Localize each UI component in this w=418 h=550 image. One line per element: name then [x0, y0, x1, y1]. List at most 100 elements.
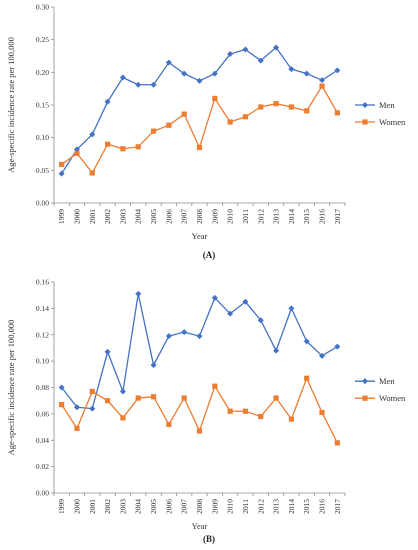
- legend-label-men: Men: [379, 100, 395, 110]
- data-point-women: [304, 108, 310, 114]
- x-tick-label: 2004: [134, 209, 143, 224]
- legend-marker: [362, 102, 368, 108]
- x-tick-label: 2015: [302, 209, 311, 224]
- y-tick-label: 0.25: [36, 35, 49, 44]
- data-point-men: [196, 77, 203, 84]
- data-point-women: [150, 128, 157, 134]
- data-point-men: [257, 317, 264, 324]
- data-point-men: [150, 81, 157, 88]
- y-tick-label: 0.20: [36, 68, 49, 77]
- chart-b: 0.00 0.02 0.04 0.06 0.08 0.10 0.12 0.14 0.16 1999…: [6, 278, 406, 532]
- x-tick-label: 2003: [118, 209, 127, 224]
- x-tick-label: 2009: [210, 499, 219, 514]
- x-tick-label: 2006: [164, 499, 173, 514]
- data-point-men: [181, 329, 188, 336]
- x-tick-label: 2009: [210, 209, 219, 224]
- x-tick-label: 2008: [195, 209, 204, 224]
- x-tick-label: 2005: [149, 209, 158, 224]
- data-point-women: [181, 111, 187, 117]
- data-point-men: [288, 305, 295, 312]
- x-tick-label: 2013: [272, 499, 281, 514]
- x-tick-label: 2010: [226, 499, 235, 514]
- y-tick-label: 0.30: [36, 3, 49, 12]
- data-point-women: [135, 144, 141, 150]
- data-point-women: [105, 398, 111, 404]
- data-point-men: [273, 347, 280, 354]
- y-tick-label: 0.00: [36, 489, 49, 498]
- x-tick-label: 2000: [72, 499, 81, 514]
- x-tick-label: 2014: [287, 209, 296, 224]
- chart-a: 0.00 0.05 0.10 0.15 0.20 0.25 0.30 1999 2000 2001…: [6, 3, 406, 242]
- x-tick-label: 2012: [256, 499, 265, 514]
- y-axis-title: Age-specific incidence rate per 100,000: [6, 320, 16, 456]
- y-axis-title: Age-specific incidence rate per 100,000: [6, 37, 16, 173]
- data-point-women: [227, 408, 233, 414]
- data-point-men: [319, 77, 326, 84]
- data-point-women: [334, 110, 340, 116]
- data-point-men: [211, 294, 218, 301]
- x-tick-label: 2015: [302, 499, 311, 514]
- data-point-men: [165, 59, 172, 66]
- legend-marker: [362, 395, 368, 401]
- x-tick-label: 2007: [180, 499, 189, 514]
- legend-label-men: Men: [379, 376, 395, 386]
- data-point-men: [257, 57, 264, 64]
- x-tick-label: 2001: [88, 209, 97, 224]
- data-point-women: [319, 409, 325, 416]
- x-tick-label: 2003: [118, 499, 127, 514]
- panel-label-a: (A): [202, 250, 216, 260]
- y-tick-label: 0.02: [36, 462, 49, 471]
- data-point-men: [181, 70, 188, 77]
- data-point-men: [104, 348, 111, 355]
- data-point-women: [196, 428, 203, 434]
- panel-label-b: (B): [203, 534, 215, 544]
- data-point-women: [288, 416, 294, 422]
- y-tick-label: 0.15: [36, 101, 49, 110]
- data-point-men: [89, 131, 96, 138]
- data-point-men: [319, 352, 326, 359]
- data-point-men: [58, 384, 65, 391]
- x-tick-label: 1999: [57, 209, 66, 224]
- y-tick-label: 0.10: [36, 357, 49, 366]
- data-point-women: [242, 114, 249, 120]
- data-point-men: [150, 362, 157, 369]
- legend-label-women: Women: [379, 393, 406, 403]
- x-tick-label: 2002: [103, 209, 112, 224]
- data-point-men: [119, 388, 126, 395]
- data-point-women: [212, 95, 218, 102]
- y-tick-label: 0.08: [36, 383, 49, 392]
- data-point-women: [212, 383, 218, 389]
- data-point-women: [258, 413, 264, 420]
- data-point-women: [59, 402, 65, 408]
- x-tick-label: 2011: [241, 499, 250, 514]
- data-point-men: [303, 70, 310, 77]
- data-point-women: [74, 150, 80, 156]
- data-point-women: [135, 395, 141, 401]
- data-point-women: [288, 104, 294, 110]
- data-point-men: [211, 70, 218, 77]
- data-point-men: [73, 404, 80, 411]
- y-tick-label: 0.12: [36, 330, 49, 339]
- x-tick-label: 2010: [226, 209, 235, 224]
- data-point-women: [105, 141, 111, 147]
- data-point-men: [242, 46, 249, 53]
- y-tick-label: 0.05: [36, 166, 49, 175]
- x-tick-label: 2001: [88, 499, 97, 514]
- x-tick-label: 2013: [272, 209, 281, 224]
- x-tick-label: 2016: [318, 209, 327, 224]
- y-tick-label: 0.06: [36, 409, 49, 418]
- x-tick-label: 2011: [241, 209, 250, 224]
- x-axis-title: Year: [192, 521, 208, 531]
- data-point-men: [227, 51, 234, 58]
- data-point-men: [196, 333, 203, 340]
- x-tick-label: 2008: [195, 499, 204, 514]
- y-tick-label: 0.04: [36, 436, 49, 445]
- series-line-women: [61, 84, 338, 175]
- data-point-men: [165, 333, 172, 340]
- data-point-women: [74, 425, 80, 431]
- x-tick-label: 2007: [180, 209, 189, 224]
- data-point-men: [135, 290, 142, 297]
- data-point-women: [319, 83, 325, 89]
- x-tick-label: 2004: [134, 499, 143, 514]
- x-tick-label: 2017: [333, 499, 342, 514]
